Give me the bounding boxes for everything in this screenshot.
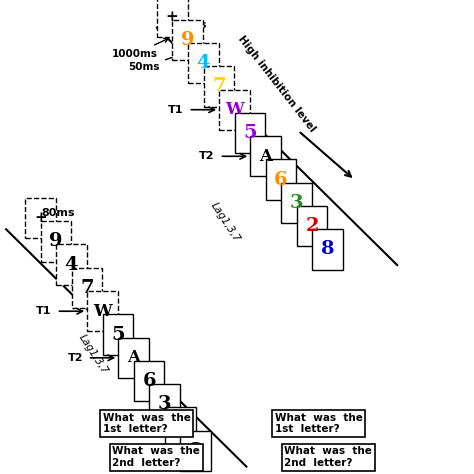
FancyBboxPatch shape — [72, 268, 102, 308]
Text: Lag1,3,7: Lag1,3,7 — [77, 333, 110, 376]
Text: 7: 7 — [212, 77, 226, 95]
Text: What  was  the
1st  letter?: What was the 1st letter? — [275, 413, 363, 435]
Text: 4: 4 — [197, 54, 210, 72]
FancyBboxPatch shape — [118, 337, 149, 378]
Text: T1: T1 — [168, 105, 184, 115]
FancyBboxPatch shape — [181, 431, 211, 471]
Text: 80ms: 80ms — [173, 20, 207, 30]
Text: 4: 4 — [64, 255, 78, 273]
Text: 50ms: 50ms — [128, 44, 209, 73]
Text: 7: 7 — [80, 279, 94, 297]
FancyBboxPatch shape — [56, 245, 87, 285]
Text: 8: 8 — [189, 442, 202, 460]
Text: T1: T1 — [36, 306, 52, 316]
FancyBboxPatch shape — [173, 20, 203, 60]
FancyBboxPatch shape — [266, 159, 296, 200]
Text: 6: 6 — [274, 171, 288, 189]
FancyBboxPatch shape — [149, 384, 180, 425]
Text: Lag1,3,7: Lag1,3,7 — [209, 201, 242, 244]
Text: T2: T2 — [200, 151, 215, 161]
FancyBboxPatch shape — [219, 90, 250, 130]
Text: +: + — [34, 211, 46, 225]
FancyBboxPatch shape — [40, 221, 71, 262]
FancyBboxPatch shape — [134, 361, 164, 401]
FancyBboxPatch shape — [165, 408, 196, 448]
FancyBboxPatch shape — [297, 206, 328, 246]
Text: What  was  the
2nd  letter?: What was the 2nd letter? — [284, 447, 372, 468]
FancyBboxPatch shape — [25, 198, 55, 238]
Text: 5: 5 — [111, 326, 125, 344]
Text: 80ms: 80ms — [41, 208, 75, 218]
FancyBboxPatch shape — [188, 43, 219, 83]
Text: W: W — [225, 101, 244, 118]
Text: W: W — [93, 303, 112, 320]
Text: 9: 9 — [49, 232, 63, 250]
Text: What  was  the
2nd  letter?: What was the 2nd letter? — [112, 447, 200, 468]
FancyBboxPatch shape — [203, 66, 234, 107]
FancyBboxPatch shape — [250, 136, 281, 176]
Text: High inhibition level: High inhibition level — [237, 34, 318, 134]
Text: A: A — [259, 148, 272, 165]
Text: What  was  the
1st  letter?: What was the 1st letter? — [103, 413, 191, 435]
Text: 3: 3 — [290, 194, 303, 212]
Text: T2: T2 — [67, 353, 83, 363]
Text: +: + — [166, 9, 179, 24]
Text: A: A — [127, 349, 140, 366]
FancyBboxPatch shape — [87, 291, 118, 331]
Text: 9: 9 — [181, 31, 194, 49]
FancyBboxPatch shape — [103, 314, 133, 355]
Text: 8: 8 — [321, 240, 335, 258]
Text: 5: 5 — [243, 124, 257, 142]
FancyBboxPatch shape — [235, 113, 265, 153]
FancyBboxPatch shape — [281, 182, 312, 223]
Text: 3: 3 — [158, 395, 172, 413]
Text: 6: 6 — [142, 372, 156, 390]
Text: 1000ms: 1000ms — [112, 38, 168, 59]
FancyBboxPatch shape — [312, 229, 343, 270]
FancyBboxPatch shape — [157, 0, 188, 36]
Text: 2: 2 — [173, 419, 187, 437]
Text: 2: 2 — [305, 217, 319, 235]
